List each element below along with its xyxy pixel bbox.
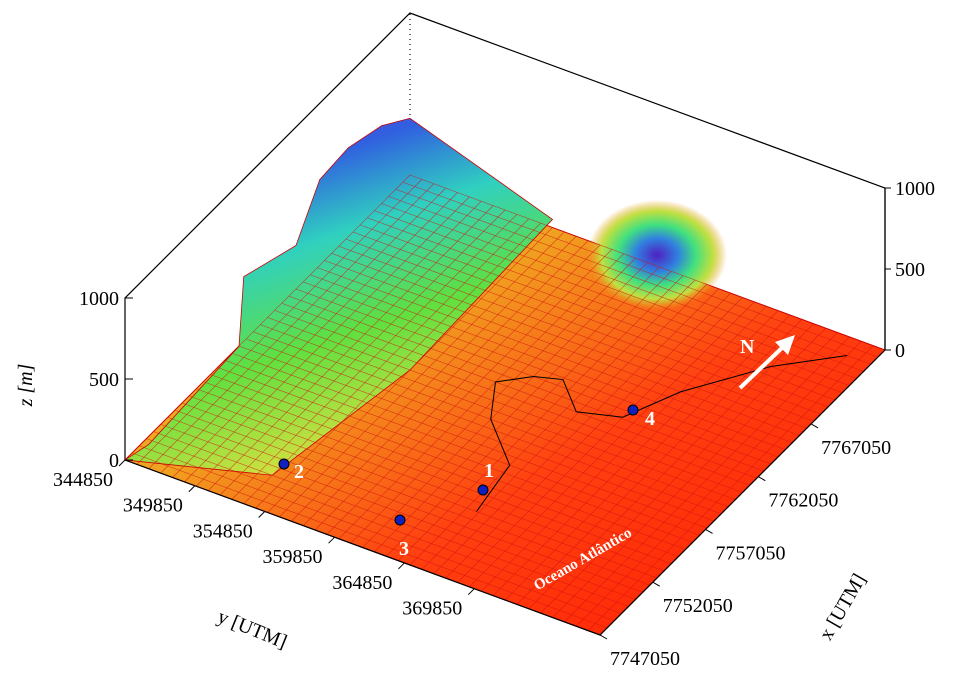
z-axis-label: z [m] [15,364,37,408]
z-tick-label: 500 [895,259,925,281]
y-tick [398,563,404,569]
station-label: 3 [399,538,409,560]
north-label: N [740,336,755,358]
station-marker [279,459,289,469]
x-tick [653,582,660,586]
x-axis-label: x [UTM] [815,570,870,644]
station-marker [478,485,488,495]
x-tick [811,424,818,428]
station-label: 1 [484,460,494,482]
y-tick [468,589,474,595]
x-tick [758,477,765,481]
z-tick-label: 500 [89,369,119,391]
page: {"chart_data": {"type": "surface3d", "z_… [0,0,956,680]
y-tick-label: 354850 [193,520,253,542]
x-tick [600,635,607,639]
station-label: 2 [294,461,304,483]
y-axis-label: y [UTM] [214,606,290,654]
y-tick [259,511,265,517]
x-tick-label: 7762050 [768,490,838,512]
z-tick-label: 1000 [79,288,119,310]
x-tick-label: 7752050 [663,595,733,617]
z-tick-label: 0 [895,340,905,362]
z-tick-label: 1000 [895,178,935,200]
x-tick-label: 7757050 [716,542,786,564]
station-label: 4 [645,408,655,430]
y-tick-label: 344850 [53,469,113,491]
station-marker [628,405,638,415]
y-tick-label: 364850 [332,572,392,594]
x-tick-label: 7747050 [610,648,680,670]
y-tick-label: 359850 [263,546,323,568]
y-tick [329,537,335,543]
y-tick [189,486,195,492]
x-tick-label: 7767050 [821,437,891,459]
y-tick-label: 349850 [123,495,183,517]
chart: z [m] y [UTM] x [UTM] 005005001000100034… [0,0,956,675]
y-tick-label: 369850 [402,598,462,620]
x-tick [706,529,713,533]
station-marker [395,515,405,525]
y-tick [119,460,125,466]
